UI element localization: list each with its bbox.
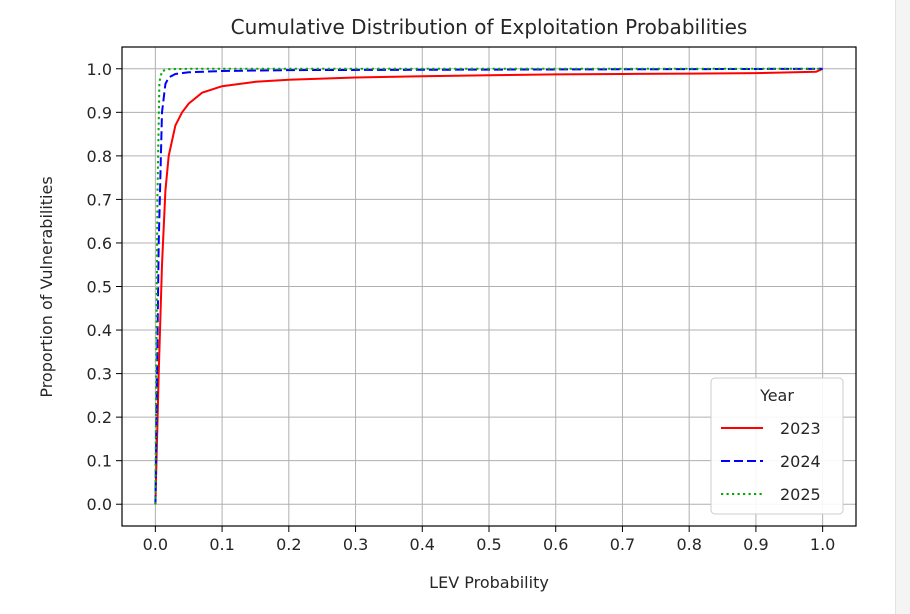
y-tick-label: 0.4 [87, 321, 112, 340]
legend-label-2024: 2024 [780, 452, 821, 471]
y-tick-label: 0.1 [87, 452, 112, 471]
y-tick-label: 0.8 [87, 147, 112, 166]
y-tick-label: 0.7 [87, 190, 112, 209]
x-tick-label: 0.0 [143, 535, 168, 554]
x-tick-label: 0.3 [343, 535, 368, 554]
x-axis-label: LEV Probability [429, 573, 549, 592]
chart-title: Cumulative Distribution of Exploitation … [231, 15, 748, 39]
legend: Year 2023 2024 2025 [710, 377, 844, 515]
legend-label-2023: 2023 [780, 419, 821, 438]
x-tick-label: 0.8 [676, 535, 701, 554]
x-tick-label: 0.5 [476, 535, 501, 554]
plot-frame [121, 46, 857, 527]
y-tick-label: 0.6 [87, 234, 112, 253]
legend-title: Year [759, 386, 794, 405]
y-tick-label: 0.9 [87, 103, 112, 122]
window-right-edge [895, 0, 910, 614]
x-tick-label: 0.4 [410, 535, 435, 554]
series-line-2024 [154, 67, 823, 505]
x-tick-label: 0.6 [543, 535, 568, 554]
y-tick-label: 1.0 [87, 60, 112, 79]
y-axis-label: Proportion of Vulnerabilities [37, 176, 56, 397]
legend-label-2025: 2025 [780, 485, 821, 504]
y-tick-label: 0.0 [87, 495, 112, 514]
y-tick-label: 0.5 [87, 278, 112, 297]
x-tick-label: 0.2 [276, 535, 301, 554]
legend-entries: 2023 2024 2025 [721, 419, 821, 504]
tick-layer: 0.0 0.1 0.2 0.3 0.4 0.5 0.6 0.7 0.8 0.9 1.0 0.0 0.1 0… [87, 60, 836, 554]
x-tick-label: 0.9 [743, 535, 768, 554]
y-tick-label: 0.2 [87, 408, 112, 427]
series-layer [154, 67, 824, 505]
legend-frame [710, 377, 844, 515]
x-tick-label: 1.0 [810, 535, 835, 554]
y-tick-label: 0.3 [87, 365, 112, 384]
x-tick-label: 0.7 [610, 535, 635, 554]
x-tick-label: 0.1 [209, 535, 234, 554]
series-line-2023 [154, 67, 824, 505]
